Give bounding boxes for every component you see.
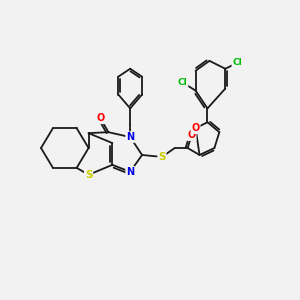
Text: O: O (188, 130, 196, 140)
Text: Cl: Cl (178, 78, 188, 87)
Text: Cl: Cl (232, 58, 242, 67)
Text: S: S (158, 152, 166, 162)
Text: N: N (126, 132, 134, 142)
Text: S: S (85, 170, 92, 180)
Text: O: O (96, 113, 105, 123)
Text: N: N (126, 167, 134, 177)
Text: O: O (191, 123, 200, 133)
